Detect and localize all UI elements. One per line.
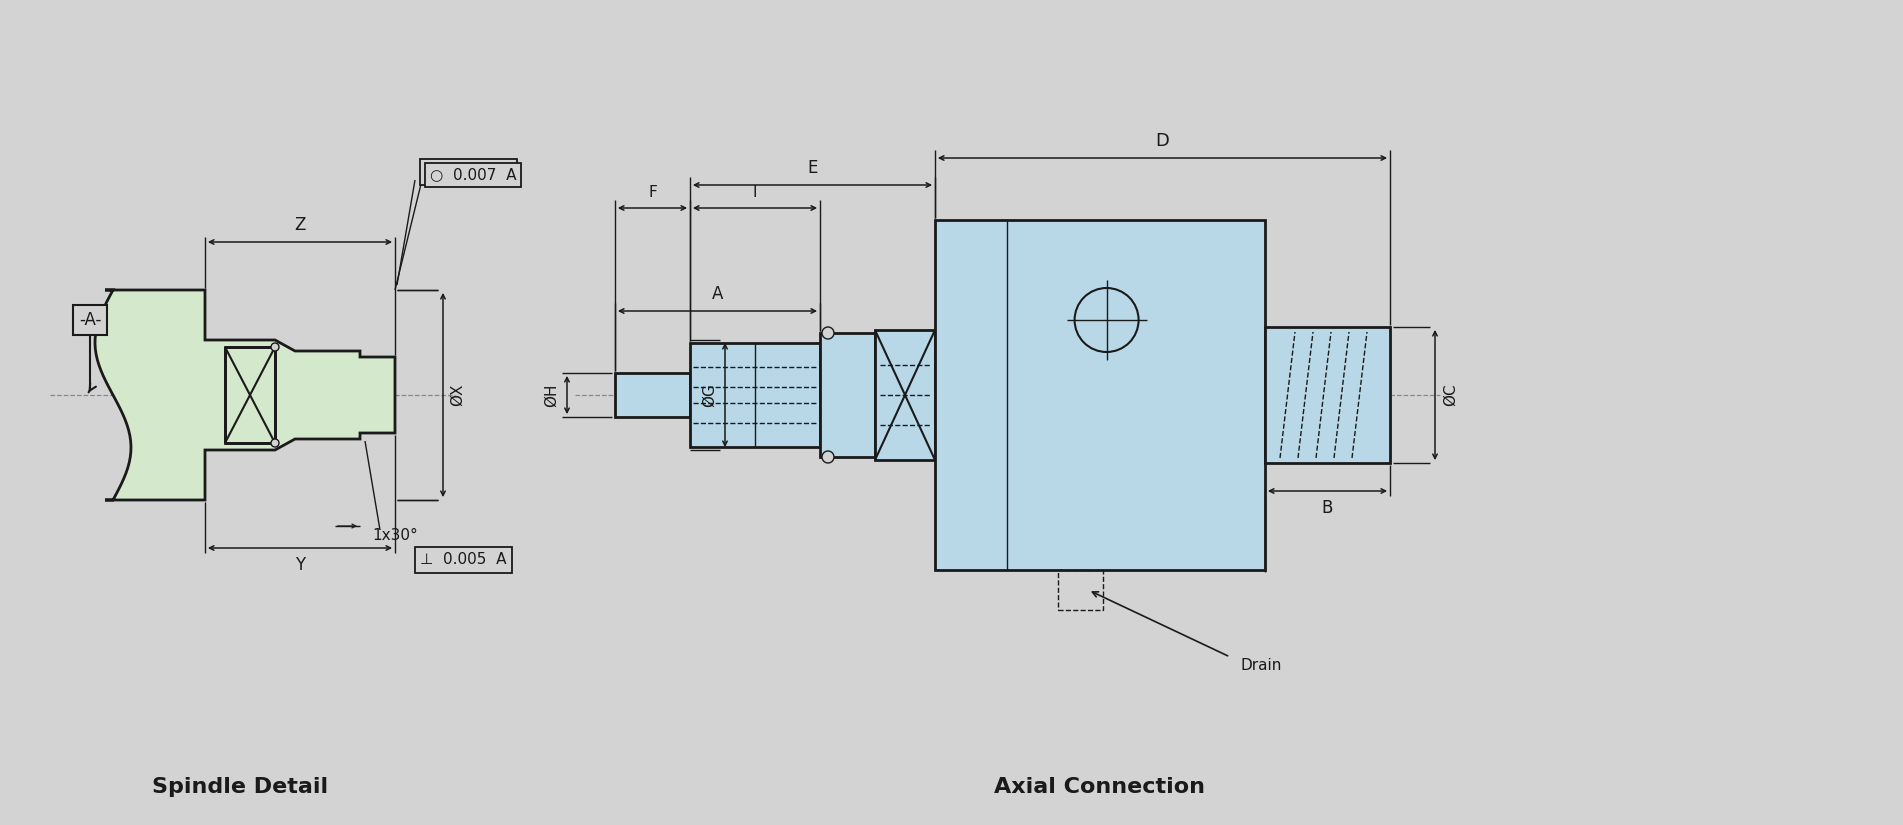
Text: Z: Z — [295, 216, 306, 234]
Text: ○  0.007  A: ○ 0.007 A — [430, 167, 516, 182]
Text: ○  0.007  A: ○ 0.007 A — [424, 164, 512, 180]
Bar — [691, 343, 820, 447]
Text: A: A — [712, 285, 723, 303]
Circle shape — [822, 327, 834, 339]
Bar — [875, 330, 934, 460]
Polygon shape — [95, 290, 396, 500]
Circle shape — [822, 451, 834, 463]
Circle shape — [270, 439, 280, 447]
Circle shape — [270, 343, 280, 351]
Bar — [225, 347, 276, 443]
Text: -A-: -A- — [78, 311, 101, 329]
Text: ØH: ØH — [544, 384, 559, 407]
Text: ØC: ØC — [1442, 384, 1458, 407]
Text: Spindle Detail: Spindle Detail — [152, 777, 327, 797]
Bar — [615, 373, 691, 417]
Bar — [1058, 570, 1102, 610]
Text: ØG: ØG — [702, 383, 717, 407]
Text: D: D — [1155, 132, 1170, 150]
Text: E: E — [807, 159, 818, 177]
Text: Axial Connection: Axial Connection — [995, 777, 1205, 797]
Text: Drain: Drain — [1241, 658, 1281, 672]
Text: Y: Y — [295, 556, 304, 574]
Bar — [820, 333, 875, 457]
Text: 1x30°: 1x30° — [373, 529, 419, 544]
Bar — [1265, 327, 1389, 463]
Bar — [934, 220, 1265, 570]
Text: I: I — [754, 185, 757, 200]
Text: ØX: ØX — [449, 384, 464, 406]
Text: B: B — [1323, 499, 1334, 517]
Text: F: F — [649, 185, 657, 200]
Text: ⊥  0.005  A: ⊥ 0.005 A — [421, 553, 506, 568]
